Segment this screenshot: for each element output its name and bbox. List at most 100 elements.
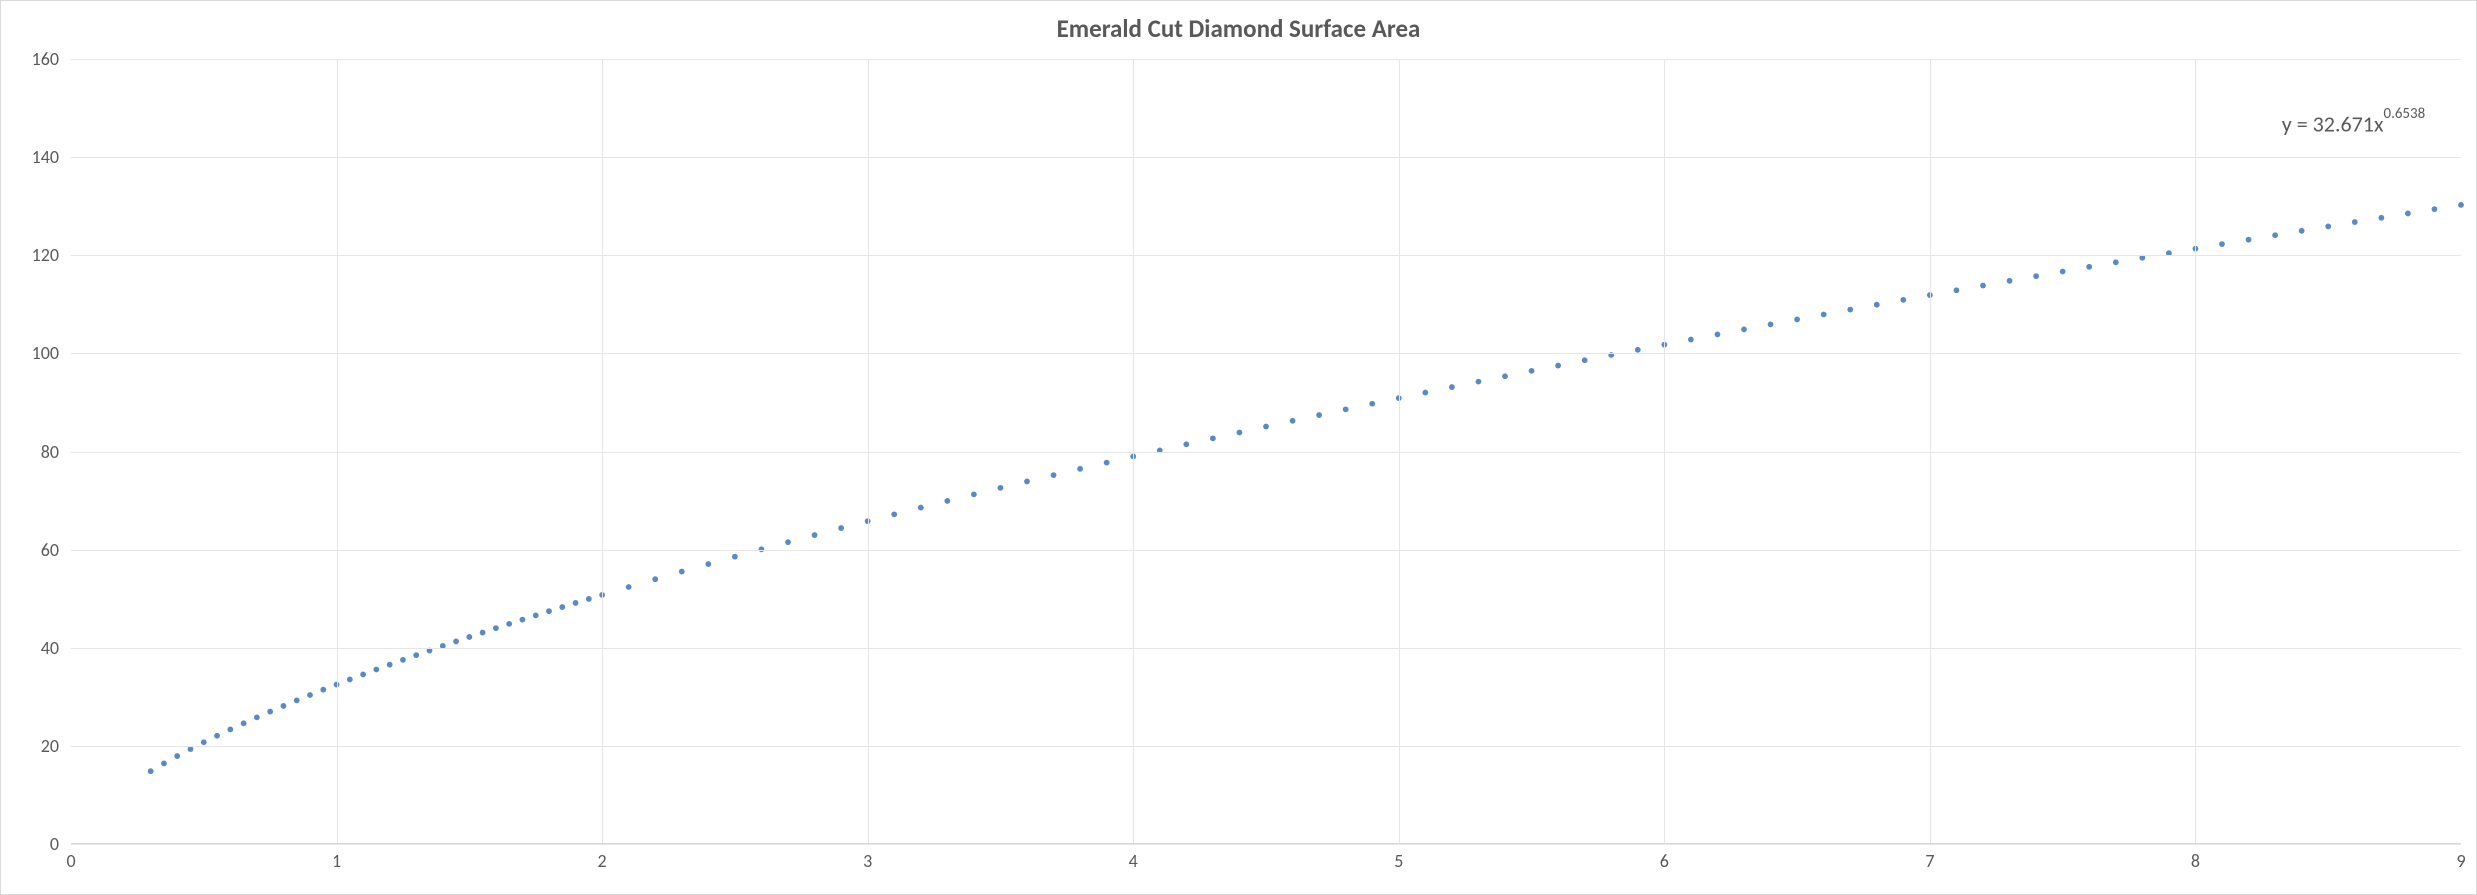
data-point — [2219, 241, 2225, 247]
data-point — [1847, 307, 1853, 313]
data-point — [1821, 312, 1827, 318]
x-tick-label: 5 — [1394, 850, 1403, 872]
data-point — [1555, 363, 1561, 369]
data-point — [2033, 273, 2039, 279]
data-point — [174, 753, 180, 759]
data-point — [1051, 472, 1057, 478]
data-point — [626, 584, 632, 590]
data-point — [1794, 317, 1800, 323]
data-point — [2352, 219, 2358, 225]
data-point — [506, 621, 512, 627]
data-point — [1741, 326, 1747, 332]
data-point — [320, 687, 326, 693]
data-point — [944, 498, 950, 504]
data-point — [307, 692, 313, 698]
data-point — [2086, 264, 2092, 270]
y-tick-label: 100 — [32, 342, 59, 364]
data-point — [1635, 347, 1641, 353]
grid-line-horizontal — [71, 550, 2461, 551]
data-point — [1874, 302, 1880, 308]
x-tick-label: 4 — [1129, 850, 1138, 872]
grid-line-horizontal — [71, 353, 2461, 354]
data-point — [1422, 390, 1428, 396]
grid-line-horizontal — [71, 844, 2461, 845]
equation-exponent: 0.6538 — [2383, 105, 2425, 123]
data-point — [347, 677, 353, 683]
data-point — [373, 667, 379, 673]
data-point — [493, 625, 499, 631]
data-point — [2113, 259, 2119, 265]
data-point — [705, 561, 711, 567]
data-point — [546, 608, 552, 614]
data-point — [812, 532, 818, 538]
data-point — [1290, 418, 1296, 424]
x-tick-label: 6 — [1660, 850, 1669, 872]
data-point — [785, 539, 791, 545]
grid-line-horizontal — [71, 648, 2461, 649]
data-point — [1582, 357, 1588, 363]
x-tick-label: 0 — [66, 850, 75, 872]
data-point — [2060, 269, 2066, 275]
data-point — [679, 569, 685, 575]
data-point — [1343, 406, 1349, 412]
data-point — [2432, 206, 2438, 212]
data-point — [1316, 412, 1322, 418]
y-tick-label: 140 — [32, 146, 59, 168]
data-point — [1529, 368, 1535, 374]
data-point — [241, 720, 247, 726]
y-tick-label: 0 — [50, 833, 59, 855]
data-point — [1369, 401, 1375, 407]
x-tick-label: 8 — [2191, 850, 2200, 872]
data-point — [413, 652, 419, 658]
data-point — [2272, 232, 2278, 238]
data-point — [2246, 237, 2252, 243]
data-point — [360, 672, 366, 678]
data-point — [227, 727, 233, 733]
data-point — [201, 739, 207, 745]
grid-line-horizontal — [71, 452, 2461, 453]
data-point — [161, 761, 167, 767]
data-point — [2378, 215, 2384, 221]
grid-line-horizontal — [71, 157, 2461, 158]
data-point — [1954, 287, 1960, 293]
data-point — [400, 657, 406, 663]
data-point — [281, 703, 287, 709]
data-point — [838, 525, 844, 531]
equation-prefix: y = 32.671x — [2282, 110, 2384, 137]
x-tick-label: 1 — [332, 850, 341, 872]
y-tick-label: 80 — [41, 441, 59, 463]
chart-container: Emerald Cut Diamond Surface Area y = 32.… — [0, 0, 2477, 895]
x-tick-label: 7 — [1925, 850, 1934, 872]
chart-title: Emerald Cut Diamond Surface Area — [1, 13, 2476, 44]
data-point — [533, 612, 539, 618]
data-point — [294, 697, 300, 703]
data-point — [918, 505, 924, 511]
y-tick-label: 160 — [32, 48, 59, 70]
data-point — [971, 491, 977, 497]
data-point — [2299, 228, 2305, 234]
data-point — [891, 511, 897, 517]
data-point — [573, 600, 579, 606]
data-point — [2405, 211, 2411, 217]
data-point — [148, 768, 154, 774]
data-point — [2458, 202, 2464, 208]
grid-line-horizontal — [71, 255, 2461, 256]
data-point — [1263, 424, 1269, 430]
y-tick-label: 20 — [41, 735, 59, 757]
data-point — [480, 630, 486, 636]
y-tick-label: 60 — [41, 539, 59, 561]
data-point — [652, 576, 658, 582]
data-point — [1900, 297, 1906, 303]
data-point — [1024, 479, 1030, 485]
data-point — [1476, 379, 1482, 385]
data-point — [1449, 384, 1455, 390]
data-point — [559, 604, 565, 610]
x-tick-label: 9 — [2456, 850, 2465, 872]
x-tick-label: 3 — [863, 850, 872, 872]
data-point — [1210, 435, 1216, 441]
data-point — [2007, 278, 2013, 284]
grid-line-horizontal — [71, 746, 2461, 747]
grid-line-horizontal — [71, 59, 2461, 60]
data-point — [1077, 466, 1083, 472]
data-point — [732, 554, 738, 560]
